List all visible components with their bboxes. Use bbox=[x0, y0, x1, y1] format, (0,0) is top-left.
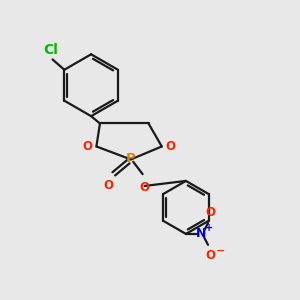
Text: O: O bbox=[206, 249, 216, 262]
Text: −: − bbox=[216, 246, 225, 256]
Text: +: + bbox=[205, 223, 213, 233]
Text: O: O bbox=[103, 179, 113, 192]
Text: N: N bbox=[196, 227, 206, 240]
Text: O: O bbox=[166, 140, 176, 153]
Text: P: P bbox=[126, 152, 136, 165]
Text: Cl: Cl bbox=[44, 43, 59, 56]
Text: O: O bbox=[140, 181, 150, 194]
Text: O: O bbox=[206, 206, 216, 219]
Text: O: O bbox=[82, 140, 93, 153]
